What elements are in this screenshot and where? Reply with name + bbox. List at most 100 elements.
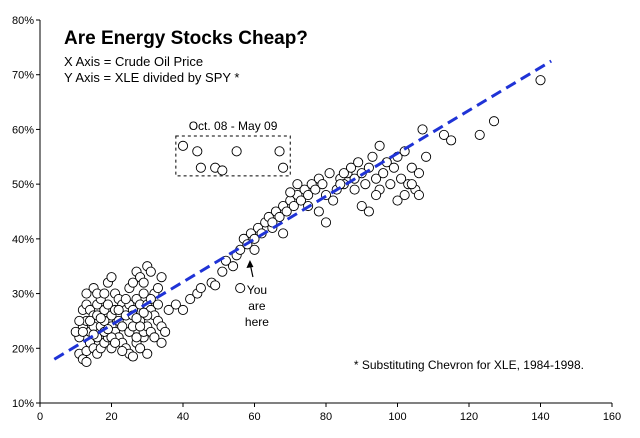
data-point: [313, 206, 324, 217]
data-point: [231, 146, 242, 157]
data-point: [156, 272, 167, 283]
data-point: [149, 332, 160, 343]
data-point: [417, 124, 428, 135]
data-point: [363, 162, 374, 173]
highlight-box-label: Oct. 08 - May 09: [189, 119, 278, 133]
data-point: [399, 190, 410, 201]
axes-group: 10% 20% 30% 40% 50% 60% 70% 80% 0 20 40 60 80 100 120 1…: [12, 15, 621, 423]
data-point: [192, 146, 203, 157]
data-point: [413, 168, 425, 179]
data-point: [163, 304, 174, 316]
x-tick-label: 0: [37, 411, 43, 423]
data-point: [388, 162, 399, 173]
data-point: [227, 261, 239, 272]
data-point: [217, 165, 228, 176]
data-point: [138, 277, 149, 288]
x-tick-label: 60: [248, 411, 260, 423]
data-point: [156, 337, 167, 348]
data-point: [338, 168, 349, 179]
footnote: * Substituting Chevron for XLE, 1984-199…: [354, 358, 584, 372]
data-point: [142, 348, 153, 359]
data-point: [217, 266, 228, 277]
data-point: [210, 280, 221, 291]
data-point: [152, 283, 164, 294]
data-point: [95, 313, 106, 324]
x-tick-label: 100: [388, 411, 406, 423]
data-point: [421, 151, 432, 162]
annotations-group: Oct. 08 - May 09 You are here: [175, 119, 291, 329]
data-point: [77, 326, 88, 337]
data-point: [85, 315, 96, 326]
x-tick-label: 160: [603, 411, 621, 423]
data-point: [446, 135, 457, 146]
data-point: [152, 299, 164, 310]
trend-line: [53, 59, 552, 361]
data-point: [278, 162, 289, 173]
data-point: [360, 179, 371, 190]
data-point: [195, 162, 206, 173]
data-point: [110, 337, 121, 348]
data-point: [131, 313, 142, 324]
chart-subtitle-line-1: X Axis = Crude Oil Price: [64, 54, 203, 69]
data-point: [120, 293, 131, 305]
data-point: [170, 299, 181, 310]
y-tick-label: 10%: [12, 398, 34, 410]
y-tick-label: 60%: [12, 124, 34, 136]
x-tick-label: 20: [105, 411, 117, 423]
data-point: [285, 187, 296, 198]
data-point: [195, 283, 206, 294]
data-point: [117, 345, 128, 357]
data-point: [317, 179, 328, 190]
data-point: [117, 321, 128, 332]
data-point: [135, 321, 146, 332]
data-point: [406, 179, 417, 190]
data-point: [145, 266, 156, 277]
data-point: [135, 343, 146, 354]
x-tick-label: 120: [460, 411, 478, 423]
data-point: [278, 228, 289, 239]
x-tick-label: 40: [177, 411, 189, 423]
data-point: [438, 129, 450, 140]
data-point: [385, 179, 396, 190]
data-point: [370, 173, 382, 184]
arrow-head: [246, 260, 254, 269]
chart-title: Are Energy Stocks Cheap?: [64, 28, 308, 49]
data-point: [488, 116, 500, 127]
data-point: [102, 299, 113, 310]
y-tick-label: 20%: [12, 343, 34, 355]
y-tick-label: 40%: [12, 234, 34, 246]
data-point: [370, 190, 382, 201]
data-point: [177, 140, 189, 151]
data-point: [474, 129, 485, 140]
data-point: [235, 283, 246, 294]
data-point: [185, 293, 196, 305]
highlight-box: [175, 135, 291, 177]
data-point: [288, 200, 299, 212]
data-point: [127, 351, 138, 362]
data-point: [131, 332, 142, 343]
data-point: [356, 200, 367, 212]
data-point: [303, 190, 314, 201]
data-point: [413, 190, 425, 201]
x-tick-label: 140: [531, 411, 549, 423]
data-point: [406, 162, 417, 173]
y-tick-label: 80%: [12, 15, 34, 27]
data-point: [81, 288, 92, 299]
data-point: [363, 206, 374, 217]
data-point: [320, 217, 332, 228]
data-point: [138, 307, 149, 318]
chart-subtitle-line-2: Y Axis = XLE divided by SPY *: [64, 70, 240, 85]
data-point: [295, 195, 307, 206]
arrow-label-line: are: [248, 299, 266, 313]
data-point: [353, 157, 364, 168]
y-tick-label: 70%: [12, 70, 34, 82]
data-point: [249, 244, 260, 255]
data-point: [392, 195, 403, 206]
data-point: [177, 304, 189, 316]
data-point: [113, 304, 124, 316]
data-point: [374, 140, 385, 151]
data-point: [81, 356, 92, 368]
data-point: [74, 315, 85, 326]
data-point: [367, 151, 378, 162]
data-point: [310, 184, 321, 195]
